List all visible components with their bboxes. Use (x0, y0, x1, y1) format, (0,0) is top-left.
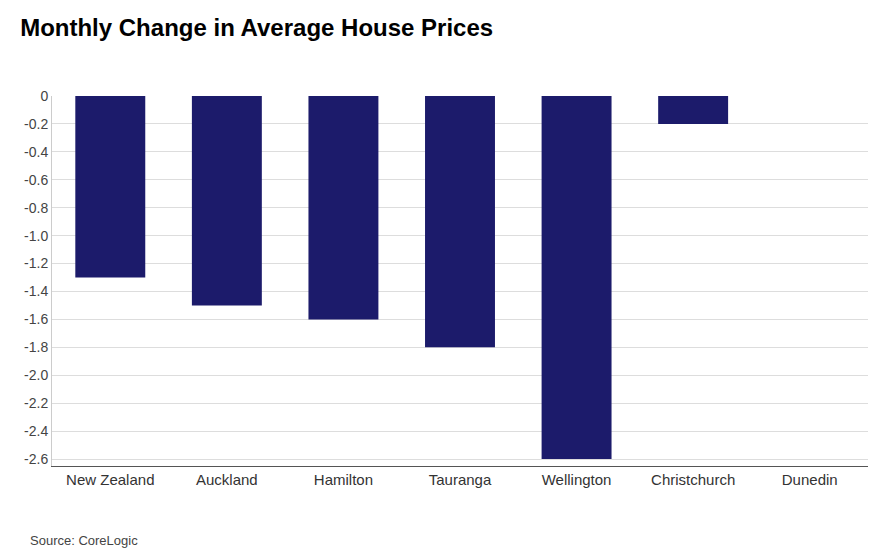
svg-text:New Zealand: New Zealand (66, 471, 154, 488)
svg-text:-1.2: -1.2 (24, 255, 48, 271)
svg-text:Hamilton: Hamilton (314, 471, 373, 488)
svg-text:-0.4: -0.4 (24, 144, 48, 160)
svg-text:-2.0: -2.0 (24, 367, 48, 383)
svg-text:Monthly Change in Average Hous: Monthly Change in Average House Prices (20, 14, 493, 41)
svg-text:Tauranga: Tauranga (429, 471, 492, 488)
svg-text:0: 0 (40, 88, 48, 104)
svg-text:Auckland: Auckland (196, 471, 258, 488)
svg-text:Source: CoreLogic: Source: CoreLogic (30, 533, 138, 548)
svg-text:-2.6: -2.6 (24, 451, 48, 467)
svg-text:-1.4: -1.4 (24, 283, 48, 299)
svg-text:-2.4: -2.4 (24, 423, 48, 439)
svg-text:-0.2: -0.2 (24, 116, 48, 132)
svg-text:-0.8: -0.8 (24, 200, 48, 216)
svg-text:-1.8: -1.8 (24, 339, 48, 355)
svg-text:Christchurch: Christchurch (651, 471, 735, 488)
svg-text:Dunedin: Dunedin (782, 471, 838, 488)
svg-text:-2.2: -2.2 (24, 395, 48, 411)
svg-text:-1.0: -1.0 (24, 228, 48, 244)
svg-text:-1.6: -1.6 (24, 311, 48, 327)
svg-text:-0.6: -0.6 (24, 172, 48, 188)
svg-text:Wellington: Wellington (542, 471, 612, 488)
